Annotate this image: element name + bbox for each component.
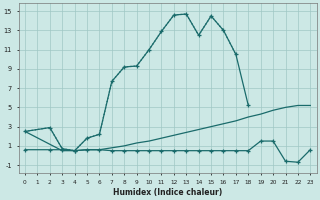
X-axis label: Humidex (Indice chaleur): Humidex (Indice chaleur) xyxy=(113,188,222,197)
